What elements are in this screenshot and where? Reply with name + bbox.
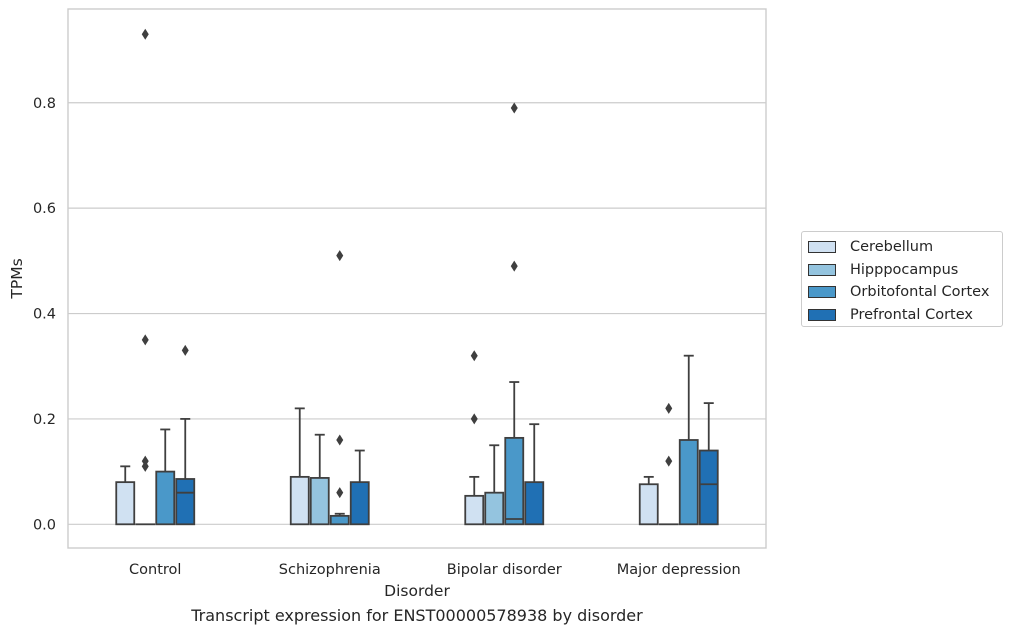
box-major-depression-orbitofontal-cortex (678, 439, 699, 526)
legend-item-prefrontal-cortex: Prefrontal Cortex (808, 304, 1002, 327)
plot-frame (67, 8, 767, 549)
box-major-depression-cerebellum (638, 483, 659, 526)
outlier-schizophrenia-orbitofontal-cortex (336, 250, 344, 262)
legend-label-orbitofrontal-cortex: Orbitofontal Cortex (850, 284, 990, 301)
box-major-depression-prefrontal-cortex (698, 449, 719, 526)
legend-item-cerebellum: Cerebellum (808, 236, 1002, 259)
x-tick-label: Major depression (617, 562, 741, 578)
box-control-prefrontal-cortex (175, 478, 196, 526)
outlier-control-hipppocampus (141, 334, 149, 346)
y-tick-label: 0.2 (33, 412, 56, 428)
box-bipolar-disorder-prefrontal-cortex (524, 481, 545, 526)
x-tick-label: Bipolar disorder (447, 562, 562, 578)
outlier-bipolar-disorder-cerebellum (470, 350, 478, 362)
legend-label-hippocampus: Hipppocampus (850, 261, 959, 278)
legend-item-hippocampus: Hipppocampus (808, 259, 1002, 282)
box-schizophrenia-hipppocampus (309, 477, 330, 526)
y-tick-label: 0.4 (33, 307, 56, 323)
x-tick-label: Schizophrenia (279, 562, 381, 578)
box-schizophrenia-cerebellum (289, 475, 310, 526)
y-tick-label: 0.6 (33, 201, 56, 217)
box-control-orbitofontal-cortex (155, 470, 176, 526)
outlier-schizophrenia-orbitofontal-cortex (336, 434, 344, 446)
legend-swatch-hippocampus (808, 263, 836, 276)
outlier-bipolar-disorder-orbitofontal-cortex (510, 260, 518, 272)
legend-label-prefrontal-cortex: Prefrontal Cortex (850, 306, 973, 323)
legend: Cerebellum Hipppocampus Orbitofontal Cor… (801, 231, 1003, 327)
x-tick-label: Control (129, 562, 181, 578)
legend-item-orbitofrontal-cortex: Orbitofontal Cortex (808, 281, 1002, 304)
box-bipolar-disorder-cerebellum (464, 494, 485, 526)
outlier-schizophrenia-orbitofontal-cortex (336, 487, 344, 499)
box-control-cerebellum (115, 481, 136, 526)
outlier-bipolar-disorder-cerebellum (470, 413, 478, 425)
box-bipolar-disorder-hipppocampus (484, 491, 505, 526)
y-tick-label: 0.0 (33, 517, 56, 533)
outlier-major-depression-hipppocampus (665, 455, 673, 467)
y-axis-label: TPMs (8, 258, 26, 299)
legend-swatch-orbitofrontal-cortex (808, 286, 836, 299)
legend-swatch-prefrontal-cortex (808, 308, 836, 321)
legend-label-cerebellum: Cerebellum (850, 239, 934, 256)
box-schizophrenia-orbitofontal-cortex (329, 514, 350, 526)
outlier-bipolar-disorder-orbitofontal-cortex (510, 102, 518, 114)
outlier-major-depression-hipppocampus (665, 402, 673, 414)
x-axis-label: Disorder (384, 582, 450, 600)
box-bipolar-disorder-orbitofontal-cortex (504, 436, 525, 526)
legend-swatch-cerebellum (808, 241, 836, 254)
figure-caption: Transcript expression for ENST0000057893… (191, 606, 643, 625)
outlier-control-prefrontal-cortex (181, 344, 189, 356)
outlier-control-hipppocampus (141, 455, 149, 467)
y-tick-label: 0.8 (33, 96, 56, 112)
outlier-control-hipppocampus (141, 28, 149, 40)
box-schizophrenia-prefrontal-cortex (349, 481, 370, 526)
